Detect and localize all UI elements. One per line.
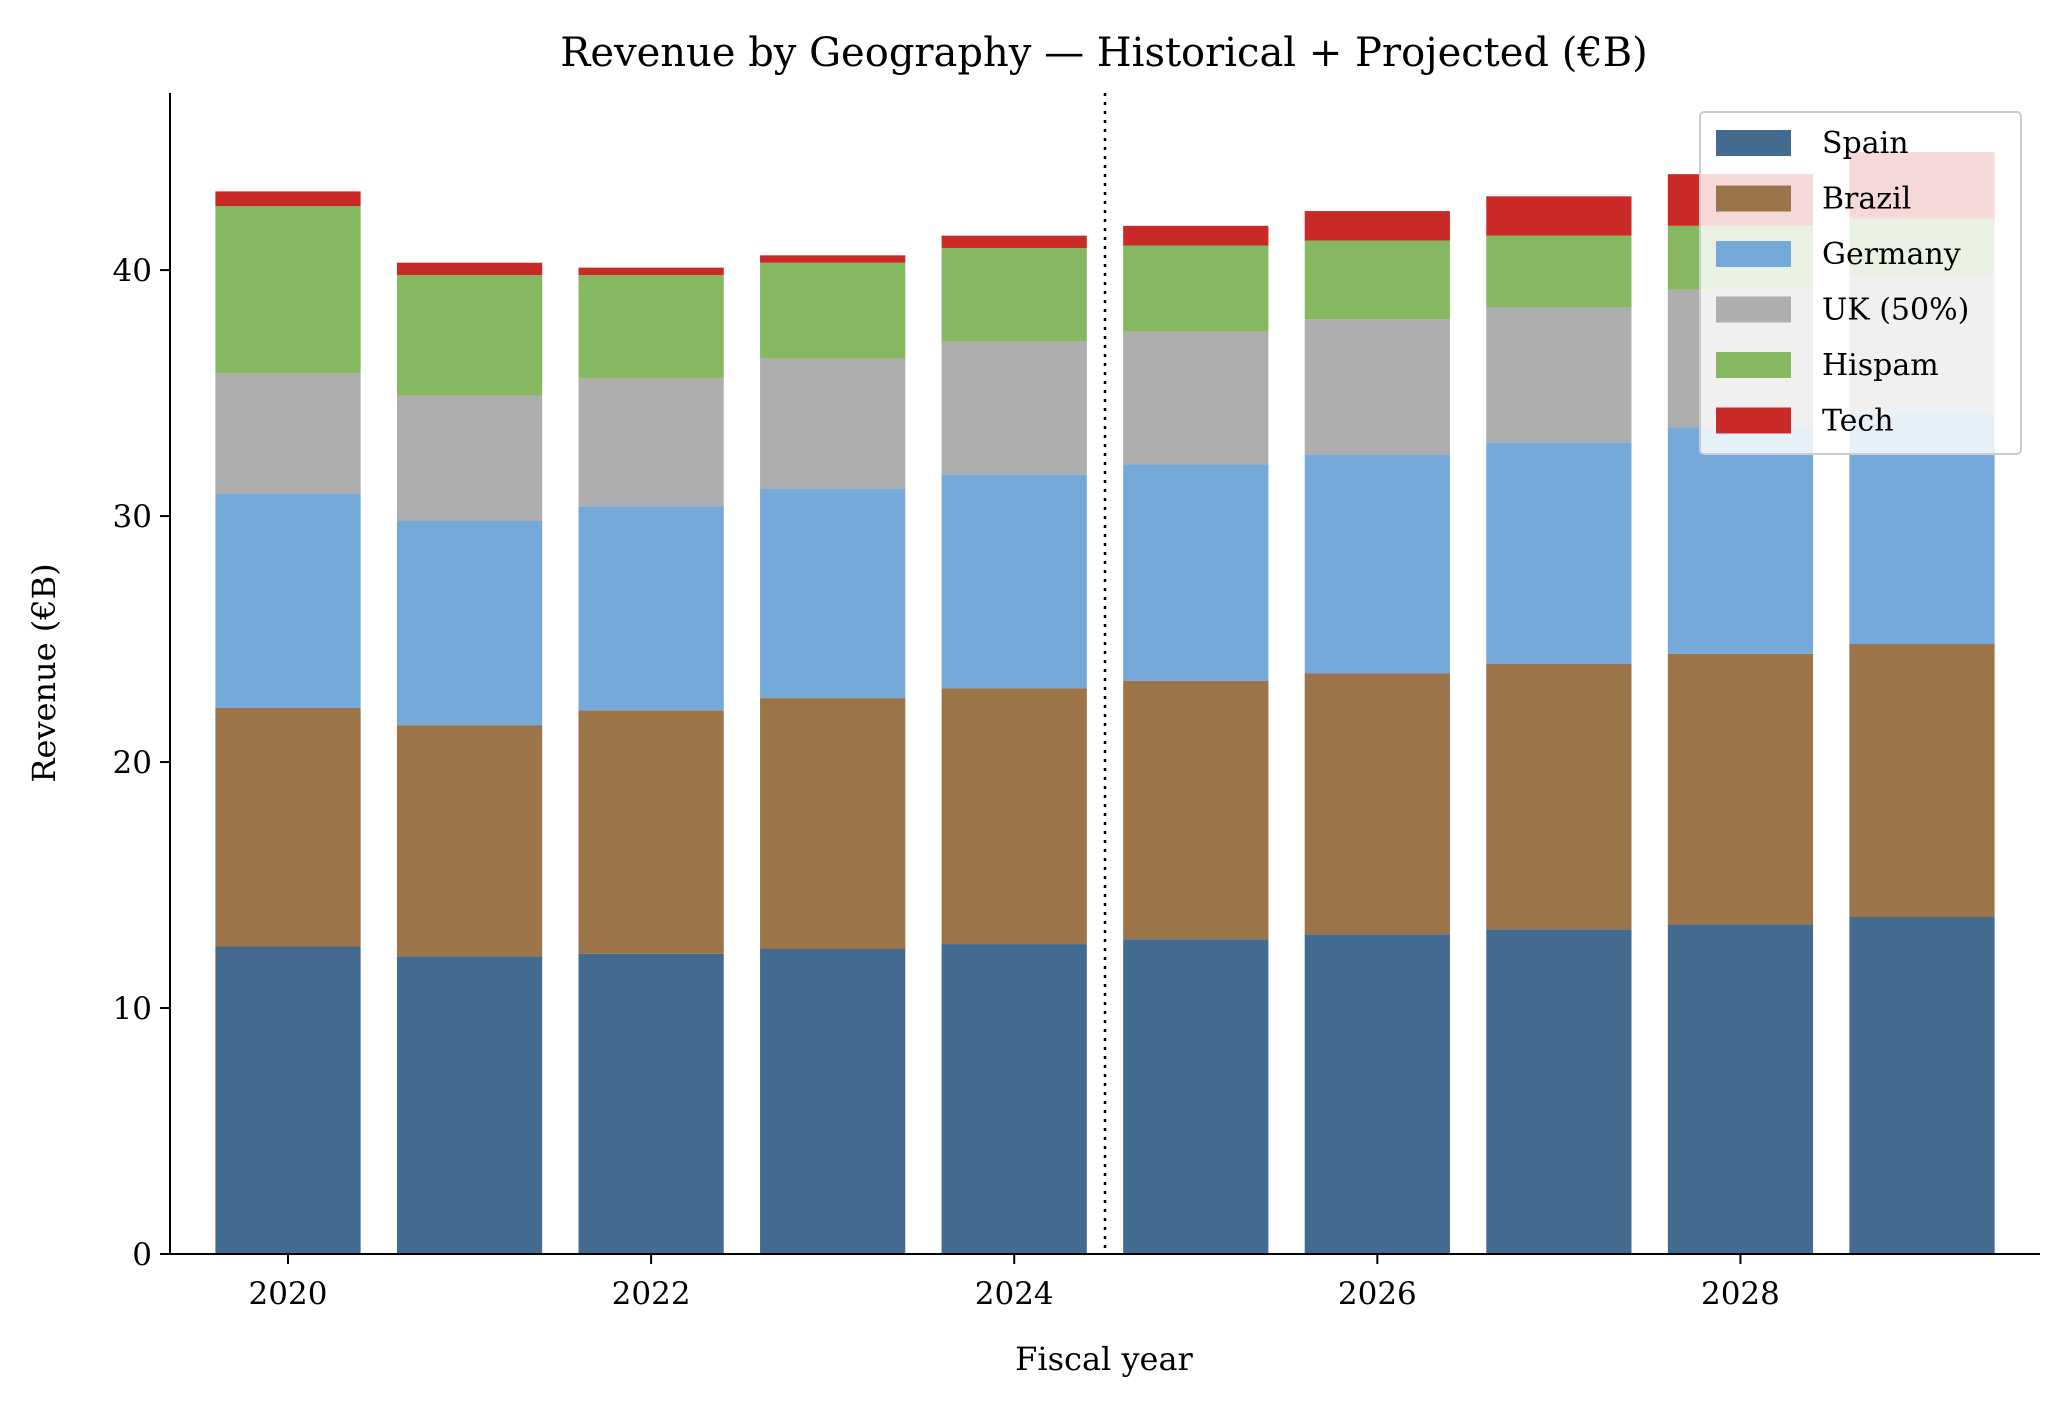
bar-hispam-2022 — [578, 275, 724, 379]
bars-layer — [215, 152, 1995, 1254]
bar-spain-2021 — [396, 956, 543, 1254]
bar-germany-2026 — [1304, 454, 1450, 674]
bar-hispam-2021 — [396, 275, 543, 396]
x-tick-label: 2026 — [1338, 1276, 1417, 1312]
bar-hispam-2024 — [941, 247, 1087, 342]
bar-germany-2028 — [1667, 427, 1814, 654]
bar-hispam-2025 — [1123, 245, 1269, 332]
bar-brazil-2020 — [215, 707, 361, 947]
y-axis-label: Revenue (€B) — [25, 563, 63, 782]
bar-brazil-2023 — [760, 698, 906, 949]
bar-brazil-2028 — [1667, 653, 1814, 925]
y-ticks: 0 10 20 30 40 — [113, 253, 170, 1273]
bar-tech-2026 — [1304, 211, 1450, 241]
bar-tech-2022 — [578, 267, 724, 276]
bar-spain-2024 — [941, 944, 1087, 1254]
bar-uk-50-2023 — [760, 358, 906, 490]
legend-label-tech: Tech — [1822, 404, 1894, 439]
bar-brazil-2026 — [1304, 673, 1450, 935]
legend-label-uk-50: UK (50%) — [1822, 293, 1969, 328]
bar-spain-2027 — [1486, 929, 1632, 1254]
bar-spain-2025 — [1123, 939, 1269, 1254]
x-ticks: 2020 2022 2024 2026 2028 — [249, 1254, 1780, 1312]
bar-germany-2027 — [1486, 442, 1632, 664]
x-axis-label: Fiscal year — [1015, 1340, 1193, 1378]
legend-label-spain: Spain — [1822, 126, 1909, 161]
bar-germany-2020 — [215, 493, 361, 708]
bar-hispam-2026 — [1304, 240, 1450, 320]
y-tick-label: 0 — [132, 1237, 152, 1273]
bar-uk-50-2026 — [1304, 319, 1450, 455]
legend-swatch-tech — [1716, 407, 1791, 434]
legend-items: Spain Brazil Germany UK (50%) Hispam Tech — [1716, 126, 1969, 439]
bar-tech-2024 — [941, 235, 1087, 248]
legend-swatch-hispam — [1716, 352, 1791, 378]
x-tick-label: 2020 — [249, 1276, 328, 1312]
bar-tech-2020 — [215, 191, 361, 207]
legend-label-hispam: Hispam — [1822, 348, 1939, 383]
y-tick-label: 30 — [113, 499, 152, 535]
bar-brazil-2027 — [1486, 663, 1632, 930]
bar-spain-2020 — [215, 946, 361, 1254]
y-tick-label: 10 — [113, 991, 152, 1027]
legend-swatch-spain — [1716, 130, 1791, 156]
bar-spain-2028 — [1667, 924, 1814, 1254]
bar-hispam-2020 — [215, 206, 361, 374]
bar-uk-50-2027 — [1486, 306, 1632, 443]
bar-brazil-2021 — [396, 725, 543, 957]
bar-germany-2024 — [941, 474, 1087, 689]
bar-spain-2022 — [578, 953, 724, 1254]
legend-label-germany: Germany — [1822, 237, 1961, 272]
legend-swatch-uk-50 — [1716, 296, 1791, 323]
chart-title: Revenue by Geography — Historical + Proj… — [560, 30, 1648, 76]
bar-brazil-2029 — [1849, 643, 1995, 918]
x-tick-label: 2028 — [1701, 1276, 1780, 1312]
legend-swatch-germany — [1716, 241, 1791, 267]
bar-spain-2029 — [1849, 917, 1995, 1254]
bar-germany-2022 — [578, 506, 724, 711]
bar-germany-2021 — [396, 520, 543, 726]
bar-tech-2023 — [760, 255, 906, 263]
bar-spain-2026 — [1304, 934, 1450, 1254]
legend-swatch-brazil — [1716, 185, 1791, 212]
bar-uk-50-2024 — [941, 341, 1087, 475]
bar-germany-2023 — [760, 489, 906, 699]
bar-tech-2021 — [396, 262, 543, 276]
bar-uk-50-2021 — [396, 395, 543, 521]
bar-brazil-2025 — [1123, 680, 1269, 940]
bar-uk-50-2025 — [1123, 331, 1269, 465]
bar-tech-2025 — [1123, 225, 1269, 246]
bar-tech-2027 — [1486, 196, 1632, 236]
bar-germany-2025 — [1123, 464, 1269, 681]
bar-hispam-2023 — [760, 262, 906, 359]
bar-uk-50-2020 — [215, 373, 361, 494]
bar-uk-50-2022 — [578, 378, 724, 507]
bar-spain-2023 — [760, 948, 906, 1254]
legend-label-brazil: Brazil — [1822, 182, 1911, 217]
x-tick-label: 2024 — [975, 1276, 1054, 1312]
y-tick-label: 20 — [113, 745, 152, 781]
x-tick-label: 2022 — [612, 1276, 691, 1312]
legend: Spain Brazil Germany UK (50%) Hispam Tech — [1699, 111, 2022, 455]
bar-hispam-2027 — [1486, 235, 1632, 307]
bar-brazil-2022 — [578, 710, 724, 954]
bar-brazil-2024 — [941, 688, 1087, 945]
y-tick-label: 40 — [113, 253, 152, 289]
